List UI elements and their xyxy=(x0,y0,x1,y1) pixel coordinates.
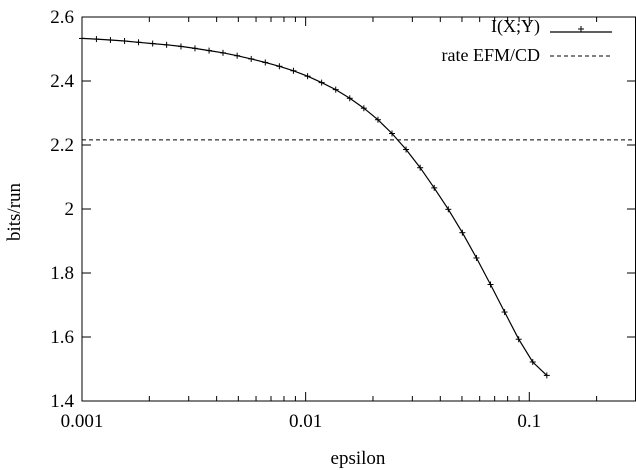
data-point-marker xyxy=(529,358,536,365)
data-point-marker xyxy=(135,39,142,46)
y-tick-label: 2.6 xyxy=(50,7,74,28)
data-point-marker xyxy=(219,49,226,56)
data-point-marker xyxy=(79,35,85,42)
y-tick-label: 1.8 xyxy=(50,263,74,284)
data-point-marker xyxy=(304,73,311,80)
data-point-marker xyxy=(543,372,550,379)
legend: I(X;Y) rate EFM/CD xyxy=(442,16,612,65)
data-point-marker xyxy=(389,130,396,137)
data-point-marker xyxy=(276,63,283,70)
legend-label-mutual-information: I(X;Y) xyxy=(491,16,540,37)
ticks: 1.4 1.6 1.8 2 2.2 2.4 2.6 0.001 0.01 0.1 xyxy=(50,7,636,432)
legend-label-rate-efm-cd: rate EFM/CD xyxy=(442,45,541,65)
data-point-marker xyxy=(445,206,452,213)
data-point-marker xyxy=(431,184,438,191)
data-point-marker xyxy=(290,67,297,74)
data-point-marker xyxy=(459,229,466,236)
data-point-marker xyxy=(248,55,255,62)
y-axis-label: bits/run xyxy=(4,182,25,241)
data-point-marker xyxy=(346,95,353,102)
data-point-marker xyxy=(501,309,508,316)
x-tick-label: 0.1 xyxy=(517,411,541,432)
data-point-marker xyxy=(487,281,494,288)
data-point-marker xyxy=(206,47,213,54)
data-point-marker xyxy=(318,79,325,86)
x-axis-label: epsilon xyxy=(331,448,386,469)
data-point-marker xyxy=(121,38,128,44)
y-tick-label: 2 xyxy=(65,199,75,220)
data-point-marker xyxy=(403,146,410,153)
y-tick-label: 2.4 xyxy=(50,71,74,92)
mutual-information-line xyxy=(81,37,548,376)
y-tick-label: 2.2 xyxy=(50,135,74,156)
y-tick-label: 1.4 xyxy=(50,391,74,412)
data-point-marker xyxy=(191,45,198,52)
data-point-marker xyxy=(93,36,100,43)
x-tick-label: 0.01 xyxy=(289,411,322,432)
data-point-marker xyxy=(332,86,339,93)
x-tick-label: 0.001 xyxy=(61,411,104,432)
data-point-marker xyxy=(473,254,480,261)
data-point-marker xyxy=(149,40,156,47)
data-point-marker xyxy=(262,59,269,66)
y-tick-label: 1.6 xyxy=(50,327,74,348)
data-point-marker xyxy=(107,37,114,44)
axes xyxy=(81,16,636,402)
data-point-marker xyxy=(234,52,241,59)
data-point-marker xyxy=(515,336,522,343)
plot-frame xyxy=(81,16,636,402)
data-point-marker xyxy=(374,116,381,123)
data-point-marker xyxy=(417,164,424,171)
data-point-marker xyxy=(177,43,184,50)
data-point-marker xyxy=(360,105,367,112)
series-layer xyxy=(79,35,636,379)
data-point-marker xyxy=(163,41,170,48)
